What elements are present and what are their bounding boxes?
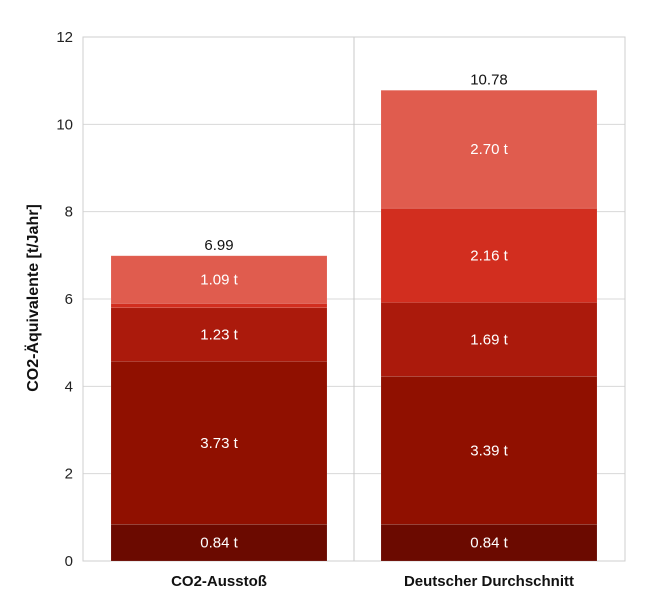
bar-segment[interactable] — [380, 207, 598, 303]
x-category-label: Deutscher Durchschnitt — [404, 573, 574, 590]
bar-total-label: 6.99 — [204, 237, 233, 254]
bar-segment-label: 3.39 t — [470, 442, 508, 459]
y-tick-label: 8 — [65, 204, 73, 221]
bar-segment[interactable] — [110, 524, 328, 562]
bar-segment[interactable] — [380, 89, 598, 209]
bar-segment[interactable] — [110, 303, 328, 309]
x-category-label: CO2-Ausstoß — [171, 573, 267, 590]
bar-segment-label: 0.84 t — [470, 535, 508, 552]
bar-segment-label: 1.09 t — [200, 272, 238, 289]
y-axis-title: CO2-Äquivalente [t/Jahr] — [24, 204, 42, 392]
plot-border — [82, 36, 626, 562]
bar-segment-label: 3.73 t — [200, 435, 238, 452]
bar-segment-label: 1.23 t — [200, 327, 238, 344]
y-tick-label: 10 — [56, 116, 73, 133]
y-tick-label: 4 — [65, 378, 73, 395]
y-tick-label: 12 — [56, 29, 73, 46]
bar-segment-label: 2.70 t — [470, 141, 508, 158]
bar-segment[interactable] — [380, 302, 598, 377]
y-tick-label: 0 — [65, 553, 73, 570]
y-tick-label: 6 — [65, 291, 73, 308]
bar-segment-label: 2.16 t — [470, 247, 508, 264]
bar-segment-label: 0.84 t — [200, 535, 238, 552]
bar-segment[interactable] — [110, 307, 328, 362]
bar-segment[interactable] — [380, 524, 598, 562]
bar-total-label: 10.78 — [470, 71, 508, 88]
bar-segment[interactable] — [110, 361, 328, 525]
bar-segment[interactable] — [110, 255, 328, 304]
y-tick-label: 2 — [65, 466, 73, 483]
bar-segment-label: 1.69 t — [470, 331, 508, 348]
